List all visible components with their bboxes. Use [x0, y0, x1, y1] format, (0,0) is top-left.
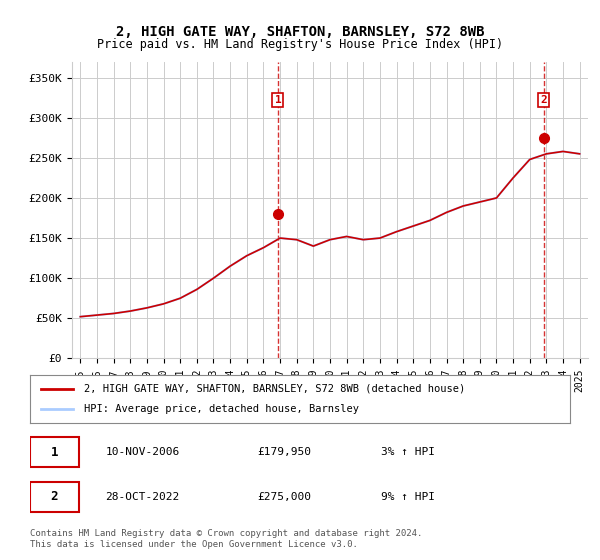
- FancyBboxPatch shape: [30, 437, 79, 467]
- Text: 2: 2: [50, 491, 58, 503]
- Text: HPI: Average price, detached house, Barnsley: HPI: Average price, detached house, Barn…: [84, 404, 359, 414]
- Text: 28-OCT-2022: 28-OCT-2022: [106, 492, 180, 502]
- Text: 1: 1: [50, 446, 58, 459]
- Text: £179,950: £179,950: [257, 447, 311, 457]
- Text: 9% ↑ HPI: 9% ↑ HPI: [381, 492, 435, 502]
- Text: 2, HIGH GATE WAY, SHAFTON, BARNSLEY, S72 8WB (detached house): 2, HIGH GATE WAY, SHAFTON, BARNSLEY, S72…: [84, 384, 465, 394]
- Text: 3% ↑ HPI: 3% ↑ HPI: [381, 447, 435, 457]
- Text: 1: 1: [275, 95, 281, 105]
- FancyBboxPatch shape: [30, 482, 79, 512]
- Text: Contains HM Land Registry data © Crown copyright and database right 2024.
This d: Contains HM Land Registry data © Crown c…: [30, 529, 422, 549]
- Text: 2, HIGH GATE WAY, SHAFTON, BARNSLEY, S72 8WB: 2, HIGH GATE WAY, SHAFTON, BARNSLEY, S72…: [116, 25, 484, 39]
- Text: £275,000: £275,000: [257, 492, 311, 502]
- Text: 10-NOV-2006: 10-NOV-2006: [106, 447, 180, 457]
- Text: 2: 2: [540, 95, 547, 105]
- Text: Price paid vs. HM Land Registry's House Price Index (HPI): Price paid vs. HM Land Registry's House …: [97, 38, 503, 50]
